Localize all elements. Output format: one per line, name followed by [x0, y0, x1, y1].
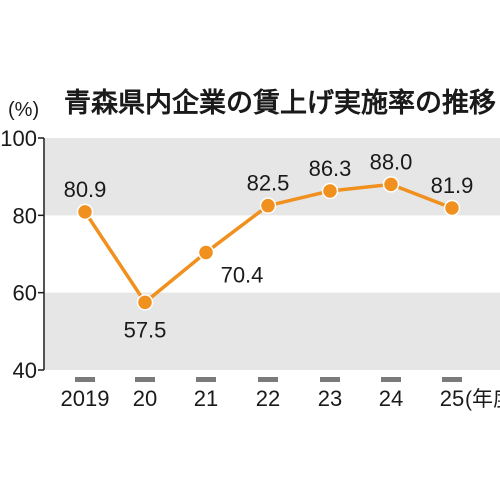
x-tick-mark [258, 377, 278, 382]
x-unit-label: (年度) [465, 388, 500, 411]
x-tick-label: 22 [256, 386, 280, 411]
x-tick-mark [135, 377, 155, 382]
x-tick-label: 20 [133, 386, 157, 411]
y-tick-label: 60 [13, 281, 37, 306]
data-label-25: 81.9 [431, 173, 474, 198]
data-point-21 [197, 244, 215, 261]
data-point-25 [443, 199, 461, 217]
x-tick-label: 2019 [61, 386, 110, 411]
x-tick-mark [442, 377, 462, 382]
x-tick-label: 25 [440, 386, 464, 411]
y-tick-label: 100 [0, 126, 37, 151]
x-tick-mark [381, 377, 401, 382]
x-axis-ticks: 2019 20 21 22 23 24 25(年度) [61, 377, 500, 411]
data-point-24 [382, 176, 400, 193]
series-points [76, 176, 461, 311]
data-label-23: 86.3 [309, 156, 352, 181]
data-point-22 [259, 197, 277, 214]
x-tick-mark [320, 377, 340, 382]
data-label-22: 82.5 [247, 171, 290, 196]
background-bands [45, 138, 500, 370]
y-tick-label: 40 [13, 358, 37, 383]
data-labels: 80.9 57.5 70.4 82.5 86.3 88.0 81.9 [64, 149, 474, 342]
y-tick-label: 80 [13, 203, 37, 228]
data-label-21: 70.4 [221, 262, 264, 287]
chart-title: 青森県内企業の賃上げ実施率の推移 [64, 87, 496, 119]
x-tick-label: 23 [318, 386, 342, 411]
x-tick-mark [75, 377, 95, 382]
data-label-24: 88.0 [370, 149, 413, 174]
data-point-2019 [76, 203, 94, 221]
data-label-2019: 80.9 [64, 177, 107, 202]
data-point-20 [136, 294, 154, 311]
x-tick-label: 24 [379, 386, 403, 411]
x-tick-label: 21 [194, 386, 218, 411]
data-label-20: 57.5 [124, 317, 167, 342]
data-point-23 [321, 182, 339, 200]
band-1 [45, 292, 500, 370]
y-axis-ticks: 100 80 60 40 [0, 126, 44, 383]
x-tick-mark [196, 377, 216, 382]
y-unit-label: (%) [8, 99, 39, 121]
